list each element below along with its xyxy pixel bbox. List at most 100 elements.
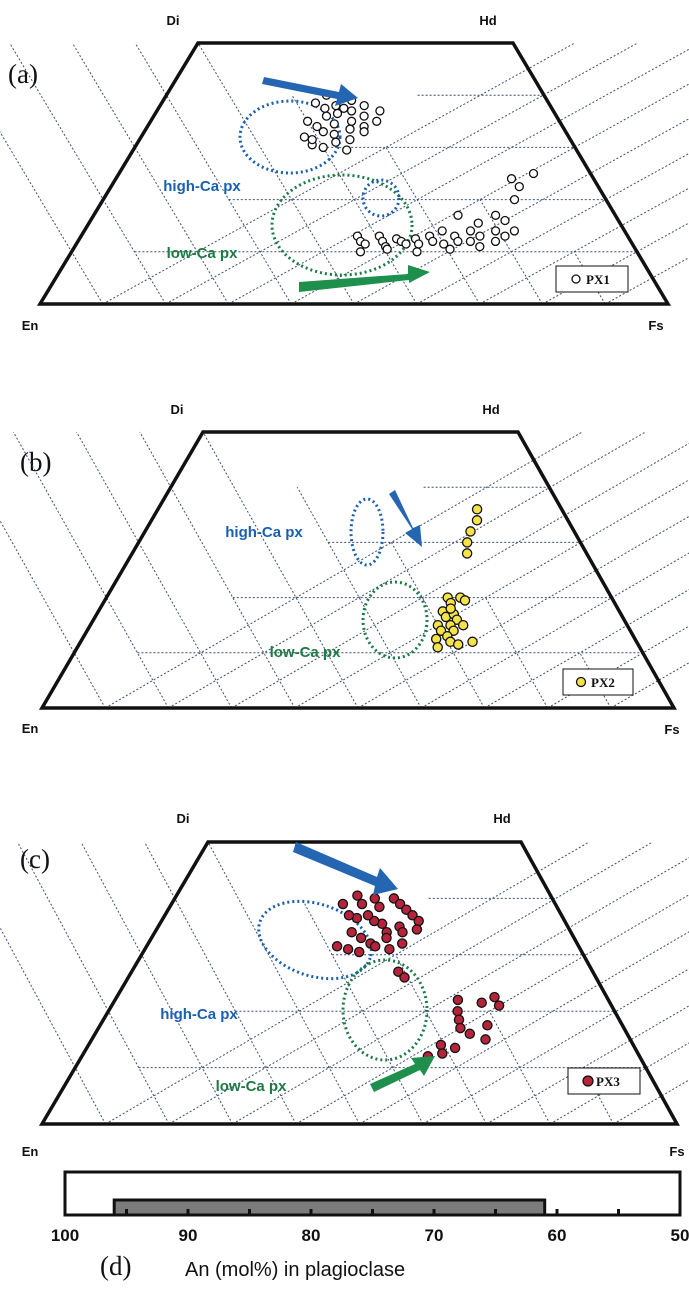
data-point bbox=[430, 633, 442, 645]
grid-line bbox=[0, 519, 106, 709]
data-point bbox=[452, 1005, 463, 1017]
grid-line bbox=[76, 431, 233, 709]
apex-label-di: Di bbox=[171, 402, 184, 417]
data-point bbox=[374, 901, 385, 913]
grid-line bbox=[385, 147, 481, 305]
data-point bbox=[396, 938, 408, 949]
data-point bbox=[465, 526, 476, 537]
high-ca-field-outline bbox=[257, 899, 373, 981]
data-point bbox=[307, 134, 317, 145]
data-point bbox=[331, 941, 343, 952]
data-point bbox=[356, 898, 368, 910]
low-ca-field-label: low-Ca px bbox=[216, 1078, 287, 1095]
grid-line bbox=[139, 431, 296, 709]
grid-line bbox=[17, 841, 170, 1125]
data-point bbox=[382, 244, 392, 254]
grid-line bbox=[291, 94, 418, 305]
data-point bbox=[473, 218, 483, 228]
apex-label-di: Di bbox=[167, 13, 180, 28]
high-ca-field-label: high-Ca px bbox=[163, 178, 241, 195]
grid-lines bbox=[0, 841, 689, 1125]
data-point bbox=[384, 943, 395, 955]
axis-title: An (mol%) in plagioclase bbox=[185, 1259, 405, 1281]
quadrilateral-outline bbox=[38, 840, 680, 1126]
grid-line bbox=[0, 131, 104, 305]
data-point bbox=[461, 548, 473, 559]
high-ca-field-label: high-Ca px bbox=[160, 1006, 238, 1023]
data-point bbox=[345, 124, 355, 134]
data-point bbox=[428, 236, 438, 247]
data-point bbox=[528, 168, 539, 179]
quadrilateral-outline bbox=[36, 41, 672, 306]
high-ca-field-label: high-Ca px bbox=[225, 524, 303, 541]
grid-line bbox=[144, 841, 297, 1125]
data-point bbox=[465, 226, 476, 236]
data-point bbox=[355, 932, 367, 944]
grid-line bbox=[232, 857, 689, 1125]
data-point bbox=[452, 994, 464, 1006]
data-point bbox=[506, 174, 517, 184]
high-ca-trend-arrow bbox=[293, 842, 398, 895]
apex-label-hd: Hd bbox=[493, 811, 510, 826]
data-point bbox=[346, 926, 357, 938]
grid-line bbox=[488, 1010, 551, 1125]
data-point bbox=[482, 1020, 493, 1031]
panel-label: (c) bbox=[20, 844, 50, 874]
grid-line bbox=[228, 48, 689, 305]
data-point bbox=[343, 910, 355, 921]
grid-line bbox=[486, 1005, 689, 1125]
data-point bbox=[372, 116, 382, 126]
data-point bbox=[299, 132, 310, 142]
apex-label-en: En bbox=[22, 1144, 39, 1159]
grid-line bbox=[359, 931, 689, 1125]
data-point bbox=[452, 639, 464, 650]
grid-line bbox=[168, 431, 646, 709]
grid-line bbox=[202, 431, 359, 709]
data-point bbox=[355, 247, 366, 257]
legend-box bbox=[562, 668, 634, 696]
data-point bbox=[480, 1034, 491, 1045]
legend-box bbox=[567, 1067, 641, 1095]
apex-label-hd: Hd bbox=[482, 402, 499, 417]
data-point bbox=[339, 103, 349, 113]
high-ca-trend-arrow bbox=[389, 490, 422, 547]
an-range-bar bbox=[112, 1198, 547, 1217]
apex-label-fs: Fs bbox=[648, 318, 663, 333]
grid-line bbox=[134, 42, 292, 305]
data-point bbox=[342, 145, 352, 155]
data-point bbox=[439, 239, 449, 249]
low-ca-field-label: low-Ca px bbox=[167, 245, 238, 262]
data-points bbox=[299, 90, 539, 257]
tick-label-50: 50 bbox=[671, 1226, 689, 1245]
data-point bbox=[321, 111, 332, 121]
data-point bbox=[346, 116, 357, 126]
data-point bbox=[359, 111, 369, 121]
apex-label-hd: Hd bbox=[479, 13, 496, 28]
data-point bbox=[397, 926, 408, 938]
data-point bbox=[475, 241, 485, 252]
apex-label-fs: Fs bbox=[669, 1144, 684, 1159]
data-point bbox=[413, 239, 424, 249]
low-ca-field-label: low-Ca px bbox=[270, 644, 341, 661]
grid-line bbox=[353, 118, 689, 305]
low-ca-trend-arrow bbox=[370, 1056, 435, 1092]
data-point bbox=[500, 215, 510, 226]
data-point bbox=[437, 226, 447, 236]
data-point bbox=[453, 210, 463, 220]
data-point bbox=[352, 890, 363, 901]
data-points bbox=[331, 890, 505, 1062]
grid-line bbox=[549, 1042, 689, 1125]
grid-line bbox=[105, 841, 590, 1125]
data-point bbox=[412, 247, 422, 257]
data-point bbox=[302, 116, 313, 126]
grid-line bbox=[168, 841, 653, 1125]
ternary-panel-a: (a) Di Hd En Fs high-Ca px low-Ca px PX1 bbox=[0, 13, 689, 333]
data-point bbox=[362, 910, 374, 921]
data-point bbox=[509, 194, 520, 205]
data-point bbox=[500, 231, 510, 241]
data-point bbox=[369, 893, 381, 904]
data-point bbox=[337, 898, 349, 910]
legend-label: PX2 bbox=[591, 675, 615, 690]
data-point bbox=[345, 134, 355, 145]
